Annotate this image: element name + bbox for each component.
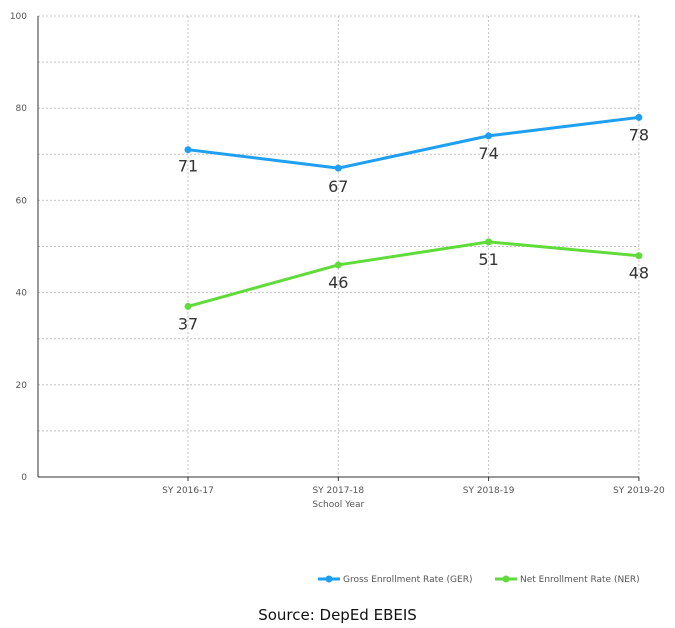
data-point [184, 302, 192, 310]
y-tick-label: 40 [16, 289, 28, 299]
y-axis-ticks: 0 20 40 60 80 100 [10, 12, 27, 483]
x-axis-label: School Year [312, 500, 364, 510]
grid-lines [38, 15, 640, 477]
y-tick-label: 80 [16, 104, 28, 114]
y-tick-label: 0 [21, 473, 27, 483]
data-label: 37 [178, 314, 198, 333]
series-ner: 37 46 51 48 [178, 238, 649, 333]
data-point [334, 164, 342, 172]
source-note: Source: DepEd EBEIS [258, 606, 417, 624]
x-tick-label: SY 2019-20 [613, 486, 665, 496]
series-line [187, 240, 640, 308]
data-point [635, 113, 643, 121]
legend-swatch-marker [502, 575, 510, 583]
data-point [635, 252, 643, 260]
data-point [485, 238, 493, 246]
x-tick-label: SY 2017-18 [312, 486, 364, 496]
legend-swatch-marker [325, 575, 333, 583]
data-label: 74 [478, 144, 498, 163]
series-group: 71 67 74 78 37 46 51 48 [178, 113, 649, 333]
data-label: 78 [629, 125, 649, 144]
y-tick-label: 20 [16, 381, 28, 391]
legend-item: Gross Enrollment Rate (GER) [318, 575, 472, 585]
legend-item: Net Enrollment Rate (NER) [495, 575, 640, 585]
data-label: 51 [478, 250, 498, 269]
line-chart: 0 20 40 60 80 100 SY 2016-17 SY 2017-18 SY 2018… [10, 12, 665, 585]
data-point [334, 261, 342, 269]
x-axis-ticks: SY 2016-17 SY 2017-18 SY 2018-19 SY 2019-20 [162, 477, 665, 496]
data-point [184, 146, 192, 154]
y-tick-label: 100 [10, 12, 27, 22]
series-ger: 71 67 74 78 [178, 113, 649, 196]
legend-label: Net Enrollment Rate (NER) [520, 575, 640, 585]
data-label: 48 [629, 264, 649, 283]
data-label: 67 [328, 177, 348, 196]
data-label: 46 [328, 273, 348, 292]
legend-label: Gross Enrollment Rate (GER) [343, 575, 472, 585]
data-point [485, 132, 493, 140]
x-tick-label: SY 2016-17 [162, 486, 214, 496]
x-tick-label: SY 2018-19 [463, 486, 515, 496]
y-tick-label: 60 [16, 196, 28, 206]
series-line [187, 115, 640, 170]
legend: Gross Enrollment Rate (GER) Net Enrollmen… [318, 575, 640, 585]
data-label: 71 [178, 157, 198, 176]
